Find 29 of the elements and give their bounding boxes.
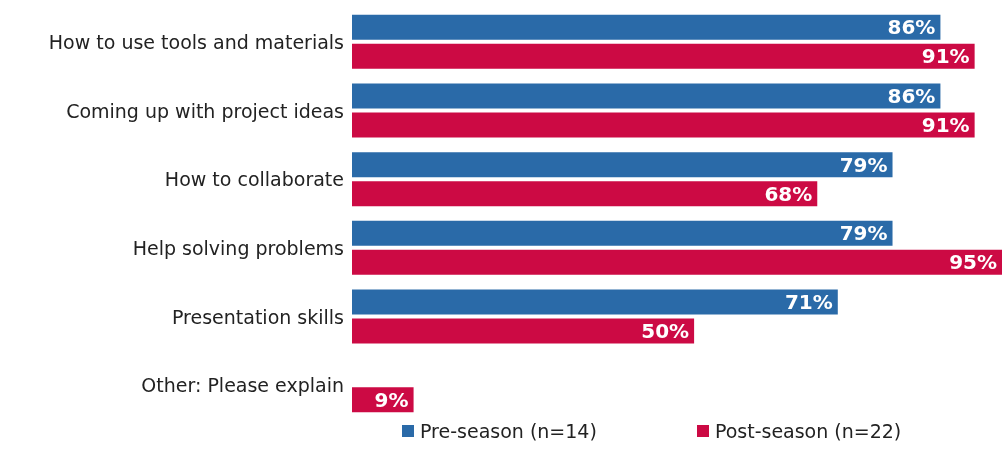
bar [352, 249, 1002, 275]
y-tick-label: How to collaborate [164, 168, 344, 191]
data-label: 79% [839, 152, 888, 177]
data-label: 71% [784, 290, 833, 315]
data-label: 86% [887, 84, 936, 109]
y-tick-label: Help solving problems [132, 237, 344, 260]
data-label: 9% [374, 387, 409, 412]
legend-label: Pre-season (n=14) [419, 420, 597, 442]
data-label: 86% [887, 15, 936, 40]
bar [352, 181, 818, 207]
y-tick-label: Coming up with project ideas [66, 99, 344, 122]
legend-label: Post-season (n=22) [713, 420, 902, 442]
bar [352, 83, 941, 109]
data-label: 50% [641, 319, 690, 344]
y-tick-label: How to use tools and materials [48, 31, 344, 54]
bar [352, 289, 838, 315]
y-tick-label: Other: Please explain [141, 374, 344, 397]
data-label: 95% [949, 250, 997, 275]
bar [352, 14, 941, 40]
data-label: 68% [764, 181, 813, 206]
bar [352, 220, 893, 246]
data-label: 91% [921, 44, 970, 69]
bar [352, 318, 695, 344]
bar [352, 43, 975, 69]
data-label: 91% [921, 113, 970, 138]
data-label: 79% [839, 221, 888, 246]
y-tick-label: Presentation skills [171, 305, 344, 328]
bar [352, 152, 893, 178]
bar [352, 112, 975, 138]
